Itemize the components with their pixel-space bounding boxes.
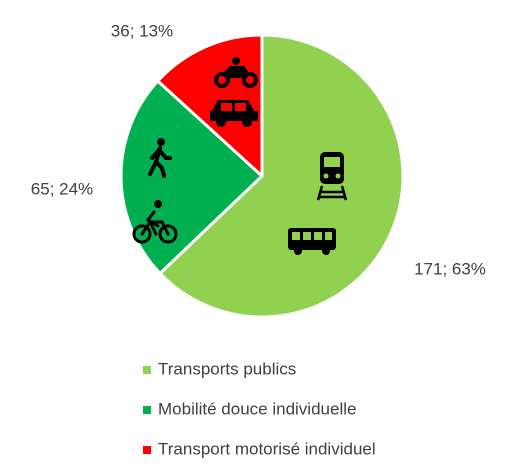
data-label: 65; 24% bbox=[31, 179, 93, 198]
legend-swatch bbox=[143, 406, 151, 414]
pedestrian-icon bbox=[148, 138, 172, 178]
bicycle-icon bbox=[132, 200, 178, 244]
pie-slice bbox=[158, 33, 405, 319]
data-labels: 171; 63% 65; 24% 36; 13% bbox=[31, 21, 486, 278]
train-icon bbox=[316, 152, 348, 201]
legend-swatch bbox=[143, 446, 151, 454]
legend: Transports publics Mobilité douce individ… bbox=[143, 359, 376, 458]
data-label: 171; 63% bbox=[414, 259, 486, 278]
motorbike-icon bbox=[214, 57, 258, 88]
car-icon bbox=[210, 100, 258, 127]
legend-label: Transport motorisé individuel bbox=[158, 439, 376, 458]
legend-label: Mobilité douce individuelle bbox=[158, 399, 356, 418]
bus-icon bbox=[288, 228, 336, 255]
legend-swatch bbox=[143, 366, 151, 374]
legend-label: Transports publics bbox=[158, 359, 296, 378]
icons bbox=[132, 57, 348, 255]
data-label: 36; 13% bbox=[111, 21, 173, 40]
